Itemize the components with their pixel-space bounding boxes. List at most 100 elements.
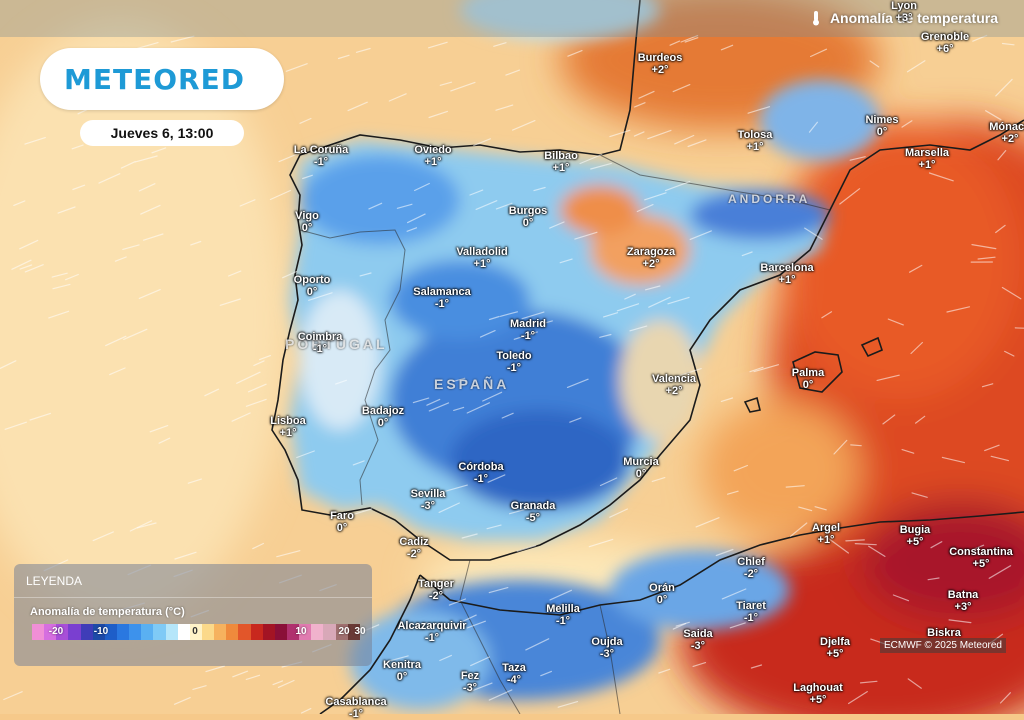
city-label[interactable]: Coimbra-1° <box>298 331 343 355</box>
city-name: Murcia <box>623 456 658 468</box>
city-name: Djelfa <box>820 636 850 648</box>
city-name: Constantina <box>949 546 1013 558</box>
city-name: Valladolid <box>456 246 507 258</box>
city-label[interactable]: Laghouat+5° <box>793 682 843 706</box>
city-anomaly-value: -1° <box>510 330 546 342</box>
city-label[interactable]: Taza-4° <box>502 662 526 686</box>
city-anomaly-value: 0° <box>792 379 824 391</box>
city-label[interactable]: Oujda-3° <box>591 636 622 660</box>
city-label[interactable]: Oviedo+1° <box>414 144 451 168</box>
city-anomaly-value: 0° <box>294 286 331 298</box>
city-anomaly-value: -1° <box>397 632 466 644</box>
city-label[interactable]: Melilla-1° <box>546 603 580 627</box>
city-name: Tolosa <box>738 129 773 141</box>
city-name: Tanger <box>418 578 454 590</box>
city-anomaly-value: 0° <box>865 126 898 138</box>
city-anomaly-value: -1° <box>736 612 766 624</box>
city-anomaly-value: 0° <box>383 671 421 683</box>
city-anomaly-value: -2° <box>399 548 428 560</box>
city-label[interactable]: Burdeos+2° <box>638 52 683 76</box>
city-anomaly-value: -2° <box>737 568 765 580</box>
city-label[interactable]: Argel+1° <box>812 522 840 546</box>
city-anomaly-value: -2° <box>418 590 454 602</box>
city-label[interactable]: Constantina+5° <box>949 546 1013 570</box>
legend-title: LEYENDA <box>26 574 82 588</box>
city-name: Vigo <box>295 210 319 222</box>
city-label[interactable]: Tanger-2° <box>418 578 454 602</box>
city-label[interactable]: Alcazarquivir-1° <box>397 620 466 644</box>
city-anomaly-value: -1° <box>413 298 470 310</box>
city-label[interactable]: Marsella+1° <box>905 147 949 171</box>
city-anomaly-value: -3° <box>461 682 479 694</box>
legend-swatch <box>323 624 335 640</box>
city-anomaly-value: +5° <box>949 558 1013 570</box>
city-name: Melilla <box>546 603 580 615</box>
city-name: Chlef <box>737 556 765 568</box>
legend-swatch <box>153 624 165 640</box>
city-anomaly-value: +1° <box>905 159 949 171</box>
city-label[interactable]: Lyon+3° <box>891 0 917 24</box>
city-label[interactable]: Toledo-1° <box>496 350 531 374</box>
city-name: Zaragoza <box>627 246 675 258</box>
city-anomaly-value: -1° <box>458 473 503 485</box>
city-label[interactable]: Saida-3° <box>683 628 712 652</box>
logo-text: METEORED <box>64 63 245 96</box>
city-label[interactable]: Granada-5° <box>511 500 556 524</box>
city-label[interactable]: Bilbao+1° <box>544 150 578 174</box>
city-label[interactable]: Grenoble+6° <box>921 31 969 55</box>
city-label[interactable]: Valladolid+1° <box>456 246 507 270</box>
city-anomaly-value: +1° <box>812 534 840 546</box>
meteored-logo[interactable]: METEORED <box>40 48 284 110</box>
city-label[interactable]: Lisboa+1° <box>270 415 305 439</box>
legend-panel: LEYENDA Anomalía de temperatura (°C) -20… <box>14 564 372 666</box>
city-label[interactable]: La Coruña-1° <box>294 144 348 168</box>
city-name: Orán <box>649 582 675 594</box>
city-label[interactable]: Fez-3° <box>461 670 479 694</box>
city-label[interactable]: Córdoba-1° <box>458 461 503 485</box>
legend-swatch <box>263 624 275 640</box>
city-label[interactable]: Zaragoza+2° <box>627 246 675 270</box>
city-anomaly-value: -1° <box>325 708 386 720</box>
city-anomaly-value: 0° <box>623 468 658 480</box>
city-label[interactable]: Batna+3° <box>948 589 979 613</box>
city-label[interactable]: Djelfa+5° <box>820 636 850 660</box>
legend-tick: 0 <box>192 626 198 637</box>
city-anomaly-value: 0° <box>295 222 319 234</box>
thermometer-icon <box>810 10 822 26</box>
city-name: Granada <box>511 500 556 512</box>
city-name: Alcazarquivir <box>397 620 466 632</box>
city-label[interactable]: Madrid-1° <box>510 318 546 342</box>
city-label[interactable]: Barcelona+1° <box>760 262 813 286</box>
city-name: Argel <box>812 522 840 534</box>
city-label[interactable]: Casablanca-1° <box>325 696 386 720</box>
legend-swatch <box>166 624 178 640</box>
forecast-date[interactable]: Jueves 6, 13:00 <box>80 120 244 146</box>
city-anomaly-value: +2° <box>638 64 683 76</box>
city-label[interactable]: Valencia+2° <box>652 373 696 397</box>
city-label[interactable]: Bugia+5° <box>900 524 931 548</box>
city-name: Sevilla <box>411 488 446 500</box>
city-name: La Coruña <box>294 144 348 156</box>
city-name: Taza <box>502 662 526 674</box>
city-name: Fez <box>461 670 479 682</box>
city-label[interactable]: Mónaco+2° <box>989 121 1024 145</box>
legend-swatch <box>226 624 238 640</box>
city-label[interactable]: Salamanca-1° <box>413 286 470 310</box>
city-name: Bugia <box>900 524 931 536</box>
city-label[interactable]: Cadiz-2° <box>399 536 428 560</box>
city-label[interactable]: Tiaret-1° <box>736 600 766 624</box>
city-name: Kenitra <box>383 659 421 671</box>
city-label[interactable]: Tolosa+1° <box>738 129 773 153</box>
city-label[interactable]: Sevilla-3° <box>411 488 446 512</box>
city-label[interactable]: Chlef-2° <box>737 556 765 580</box>
